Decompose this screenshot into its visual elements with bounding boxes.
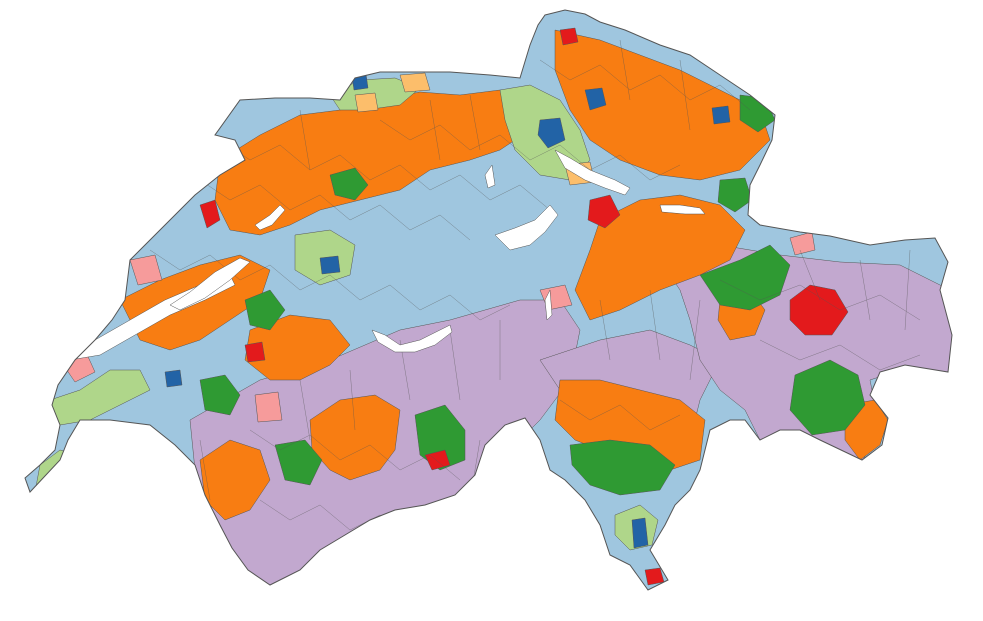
region-graubuenden-pink [789,231,816,256]
lake-zurich [554,149,631,196]
region-valais-red [424,449,451,471]
region-stgallen-darkblue [711,105,731,125]
region-jura-red [199,199,221,229]
municipality-boundaries [149,39,921,541]
region-winterthur-darkblue [584,87,607,111]
lake-thun-brienz [371,324,453,353]
region-vaud-red [244,341,266,363]
region-zug-red [587,194,621,229]
region-aargau-peach [399,72,431,93]
region-fribourg-darkgreen [244,289,286,331]
region-lausanne-darkblue [164,369,183,388]
region-bern-peach [354,92,379,113]
region-zurich-darkblue [537,117,566,149]
region-valais-darkgreen-2 [274,439,323,486]
region-geneva-lightgreen [34,449,86,493]
region-vaud-pink [129,254,163,286]
region-engadin-darkgreen [789,359,866,436]
lake-walen [659,204,706,215]
region-stgallen-darkgreen [717,177,753,213]
region-ticino-orange [554,379,706,471]
region-bern-darkblue [319,255,341,275]
region-northeast-orange [554,29,771,181]
region-vaud-darkgreen [199,374,241,416]
lake-maggiore [544,289,553,321]
region-ticino-darkgreen [569,439,676,496]
region-jura-darkgreen [329,167,369,201]
region-graubuenden-darkgreen [699,244,791,311]
lake-neuchatel [169,257,251,311]
region-valais-pink [254,391,283,423]
lake-biel [254,204,286,231]
lake-lucerne [494,204,559,251]
region-lugano-darkblue [631,517,649,549]
municipality-regions [34,27,952,590]
region-valais-darkgreen-1 [414,404,466,471]
region-schaffhausen-red [559,27,579,46]
lake-sempach [484,164,496,189]
region-lake-geneva-lightgreen [49,369,151,426]
region-fribourg-orange [244,314,351,381]
